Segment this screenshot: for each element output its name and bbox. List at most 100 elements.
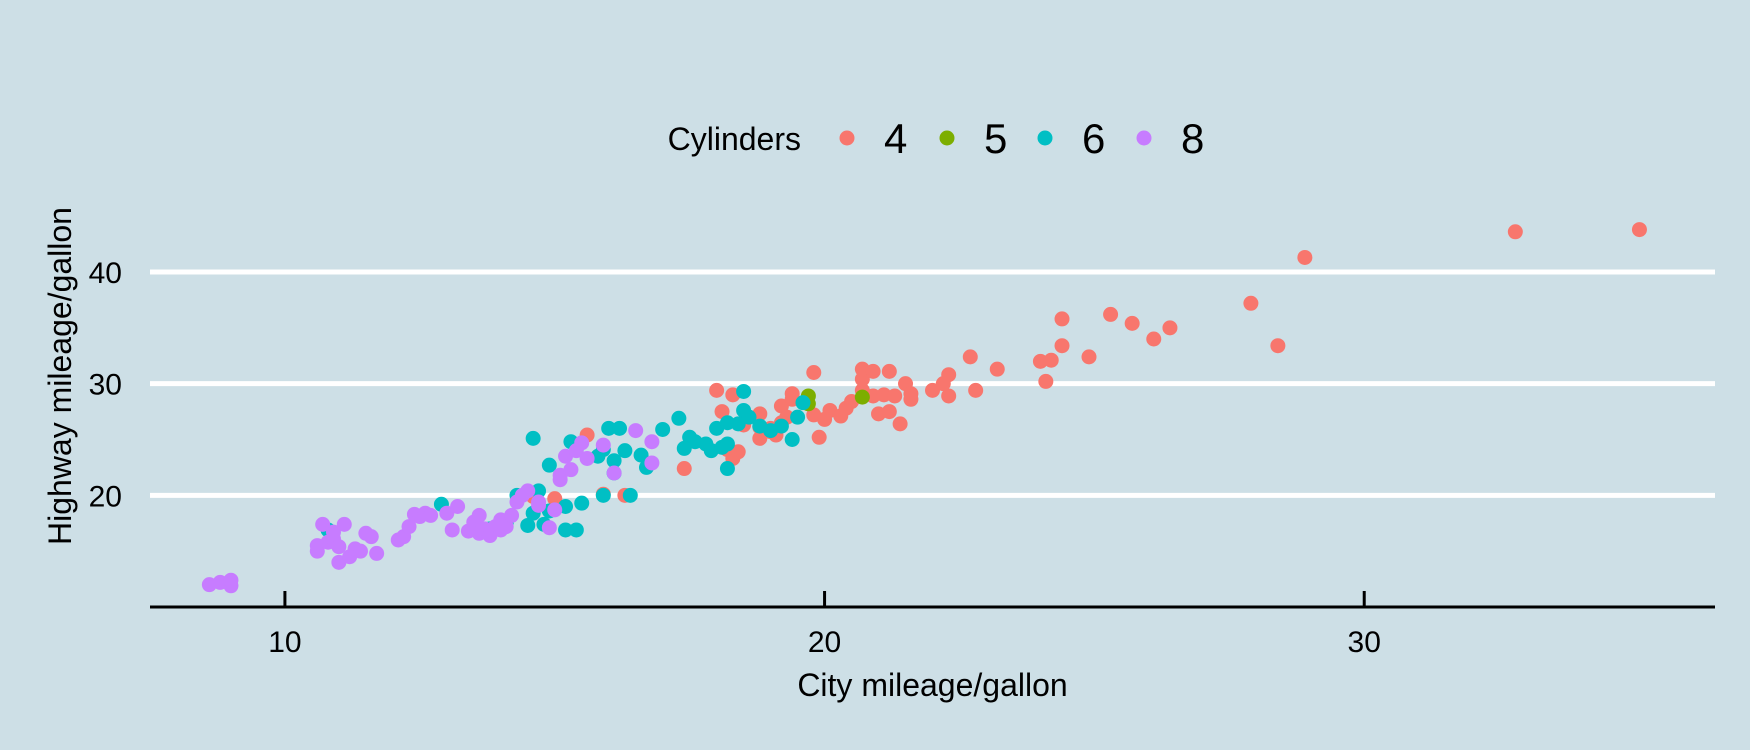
legend-label-5: 5 [984, 115, 1007, 162]
legend-label-6: 6 [1082, 115, 1105, 162]
point-cyl-6-29 [655, 421, 671, 437]
point-cyl-8-55 [606, 465, 622, 481]
point-cyl-4-57 [1054, 311, 1070, 327]
x-axis-ticks: 10 20 30 [268, 591, 1381, 659]
point-cyl-4-6 [709, 382, 725, 398]
point-cyl-6-12 [541, 457, 557, 473]
point-cyl-8-15 [352, 543, 368, 559]
legend-label-8: 8 [1181, 115, 1204, 162]
point-cyl-6-39 [719, 436, 735, 452]
point-cyl-8-10 [331, 539, 347, 555]
point-cyl-6-22 [606, 453, 622, 469]
point-cyl-4-40 [881, 404, 897, 420]
point-cyl-6-50 [795, 395, 811, 411]
legend-key-4 [839, 130, 855, 146]
point-cyl-4-48 [941, 367, 957, 383]
point-cyl-8-25 [423, 507, 439, 523]
point-cyl-6-26 [622, 487, 638, 503]
point-cyl-6-38 [719, 461, 735, 477]
y-tick-label-40: 40 [89, 257, 122, 290]
point-cyl-4-35 [865, 363, 881, 379]
point-cyl-8-54 [595, 437, 611, 453]
point-cyl-4-4 [547, 491, 563, 507]
point-cyl-4-26 [811, 429, 827, 445]
point-cyl-4-59 [1103, 306, 1119, 322]
point-cyl-8-38 [498, 519, 514, 535]
point-cyl-6-6 [520, 517, 536, 533]
point-cyl-6-47 [773, 418, 789, 434]
x-axis-title: City mileage/gallon [797, 667, 1067, 703]
point-cyl-4-50 [962, 349, 978, 365]
point-cyl-4-54 [1038, 373, 1054, 389]
legend: Cylinders 4 5 6 8 [668, 115, 1205, 162]
point-cyl-8-11 [336, 516, 352, 532]
point-cyl-4-51 [968, 382, 984, 398]
legend-title: Cylinders [668, 121, 801, 157]
y-tick-label-20: 20 [89, 480, 122, 513]
point-cyl-8-44 [531, 494, 547, 510]
point-cyl-8-21 [401, 519, 417, 535]
point-cyl-4-39 [881, 363, 897, 379]
point-cyl-6-40 [719, 415, 735, 431]
data-points [201, 222, 1647, 594]
point-cyl-4-22 [784, 386, 800, 402]
point-cyl-8-45 [541, 520, 557, 536]
point-cyl-4-52 [989, 361, 1005, 377]
point-cyl-6-49 [790, 409, 806, 425]
point-cyl-4-58 [1081, 349, 1097, 365]
point-cyl-8-3 [223, 572, 239, 588]
point-cyl-4-5 [676, 461, 692, 477]
point-cyl-8-46 [547, 502, 563, 518]
point-cyl-6-19 [595, 487, 611, 503]
point-cyl-8-58 [644, 455, 660, 471]
point-cyl-4-66 [1507, 224, 1523, 240]
point-cyl-4-36 [865, 388, 881, 404]
point-cyl-6-16 [574, 495, 590, 511]
point-cyl-4-53 [1032, 353, 1048, 369]
point-cyl-4-49 [941, 388, 957, 404]
point-cyl-8-18 [369, 545, 385, 561]
point-cyl-8-53 [579, 450, 595, 466]
point-cyl-6-41 [730, 416, 746, 432]
point-cyl-4-67 [1631, 222, 1647, 238]
y-tick-label-30: 30 [89, 369, 122, 402]
point-cyl-4-38 [876, 387, 892, 403]
point-cyl-6-9 [525, 430, 541, 446]
point-cyl-8-57 [644, 434, 660, 450]
point-cyl-8-27 [444, 522, 460, 538]
point-cyl-4-64 [1270, 338, 1286, 354]
point-cyl-4-42 [892, 416, 908, 432]
point-cyl-6-8 [531, 483, 547, 499]
legend-key-6 [1037, 130, 1053, 146]
point-cyl-4-63 [1243, 295, 1259, 311]
point-cyl-8-32 [471, 507, 487, 523]
x-tick-label-10: 10 [268, 626, 301, 659]
x-tick-label-20: 20 [808, 626, 841, 659]
point-cyl-4-61 [1146, 331, 1162, 347]
point-cyl-4-46 [925, 382, 940, 398]
y-axis-ticks: 20 30 40 [89, 257, 122, 513]
y-axis-title: Highway mileage/gallon [42, 207, 78, 545]
point-cyl-6-13 [558, 522, 574, 538]
point-cyl-6-48 [784, 432, 800, 447]
point-cyl-8-52 [574, 435, 590, 451]
point-cyl-5-2 [854, 389, 870, 405]
point-cyl-6-31 [676, 440, 692, 456]
point-cyl-4-8 [714, 404, 730, 420]
point-cyl-8-50 [563, 462, 579, 478]
point-cyl-6-21 [601, 420, 617, 436]
point-cyl-4-60 [1124, 315, 1140, 331]
point-cyl-4-56 [1054, 338, 1070, 354]
point-cyl-8-17 [363, 529, 379, 545]
point-cyl-4-14 [752, 430, 768, 446]
point-cyl-6-30 [671, 410, 687, 426]
point-cyl-4-20 [773, 398, 789, 414]
legend-label-4: 4 [884, 115, 907, 162]
legend-key-8 [1136, 130, 1152, 146]
point-cyl-4-11 [730, 444, 746, 460]
point-cyl-4-62 [1162, 320, 1178, 336]
point-cyl-6-44 [741, 409, 757, 425]
point-cyl-6-24 [612, 420, 627, 436]
point-cyl-4-45 [903, 391, 919, 407]
